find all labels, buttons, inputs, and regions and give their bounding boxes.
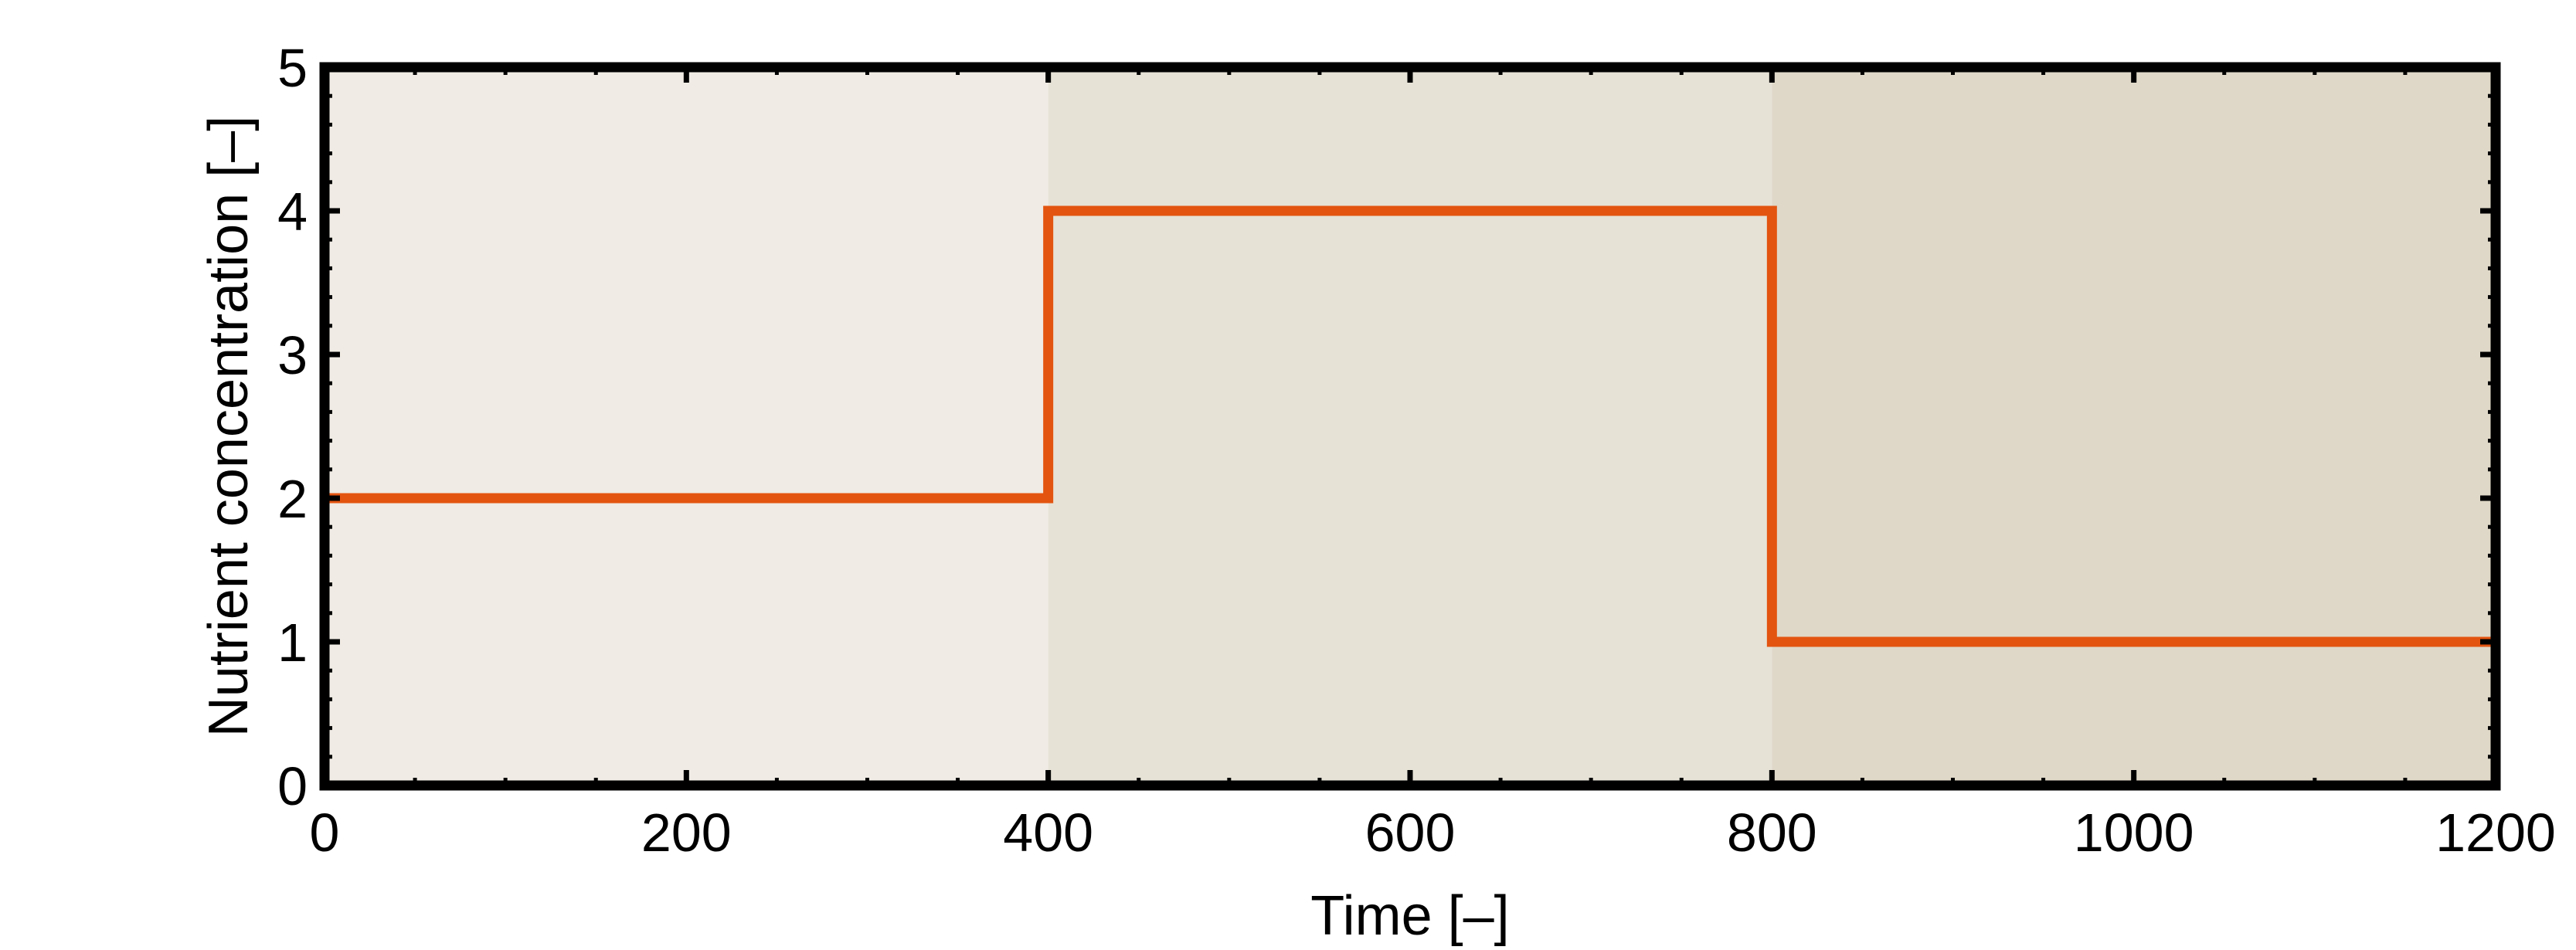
series-line-1	[325, 205, 2496, 647]
y-tick-label: 5	[277, 38, 308, 98]
y-tick-label: 1	[277, 612, 308, 673]
series-layer	[325, 205, 2496, 647]
background-band-1	[325, 67, 1048, 785]
y-tick-label: 4	[277, 182, 308, 242]
background-bands	[325, 67, 2496, 785]
y-tick-label: 3	[277, 325, 308, 385]
x-tick-label: 0	[310, 802, 340, 863]
x-axis-title: Time [–]	[1310, 885, 1509, 947]
x-tick-labels: 0 200 400 600 800 1000 1200	[310, 802, 2556, 863]
x-tick-label: 1000	[2074, 802, 2194, 863]
y-axis-title: Nutrient concentration [–]	[198, 116, 260, 737]
y-tick-label: 0	[277, 756, 308, 816]
x-tick-label: 1200	[2435, 802, 2556, 863]
background-band-2	[1048, 67, 1772, 785]
x-tick-label: 200	[641, 802, 732, 863]
x-tick-label: 400	[1003, 802, 1093, 863]
y-tick-labels: 0 1 2 3 4 5	[277, 38, 308, 816]
x-tick-label: 800	[1727, 802, 1817, 863]
tick-marks	[321, 64, 2499, 789]
background-band-3	[1772, 67, 2496, 785]
x-tick-label: 600	[1365, 802, 1456, 863]
y-tick-label: 2	[277, 469, 308, 529]
